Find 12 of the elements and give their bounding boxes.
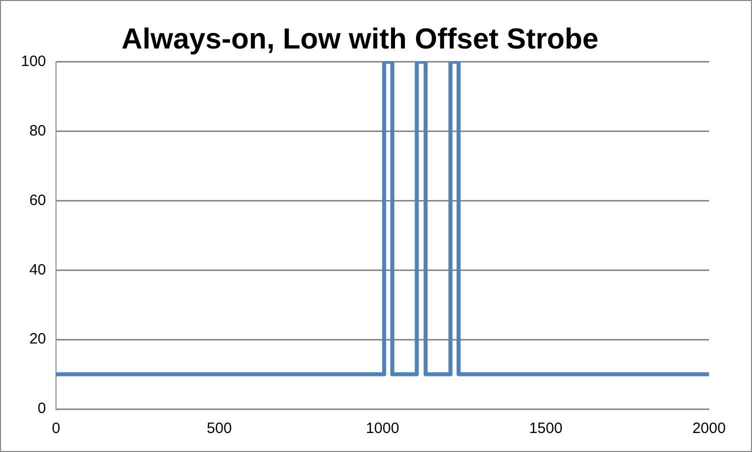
y-tick-label: 100 (20, 52, 46, 70)
x-tick-label: 500 (206, 420, 232, 438)
y-tick-label: 20 (29, 330, 46, 348)
x-tick-label: 1000 (366, 420, 400, 438)
x-tick-label: 1500 (529, 420, 562, 438)
y-tick-label: 60 (29, 192, 46, 209)
y-tick-label: 80 (29, 122, 46, 140)
chart-title: Always-on, Low with Offset Strobe (122, 23, 598, 56)
y-tick-label: 0 (38, 400, 46, 418)
x-tick-label: 2000 (692, 420, 726, 438)
y-tick-label: 40 (29, 261, 46, 278)
x-tick-label: 0 (52, 420, 60, 438)
